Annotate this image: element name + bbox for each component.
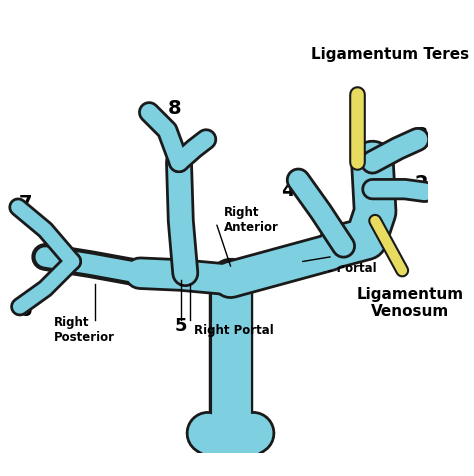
Text: Left Portal: Left Portal [306, 262, 376, 275]
Text: Right
Anterior: Right Anterior [224, 206, 279, 234]
Text: 3: 3 [414, 126, 428, 145]
Text: 2: 2 [414, 174, 428, 193]
Text: Ligamentum Teres: Ligamentum Teres [311, 47, 470, 62]
Text: 7: 7 [18, 194, 32, 213]
Text: 8: 8 [168, 99, 181, 118]
Text: 6: 6 [18, 300, 32, 319]
Text: Ligamentum
Venosum: Ligamentum Venosum [357, 287, 464, 318]
Text: 5: 5 [174, 316, 187, 334]
Text: 4: 4 [281, 180, 294, 199]
Text: Right
Posterior: Right Posterior [54, 316, 115, 344]
Text: Right Portal: Right Portal [194, 323, 274, 336]
